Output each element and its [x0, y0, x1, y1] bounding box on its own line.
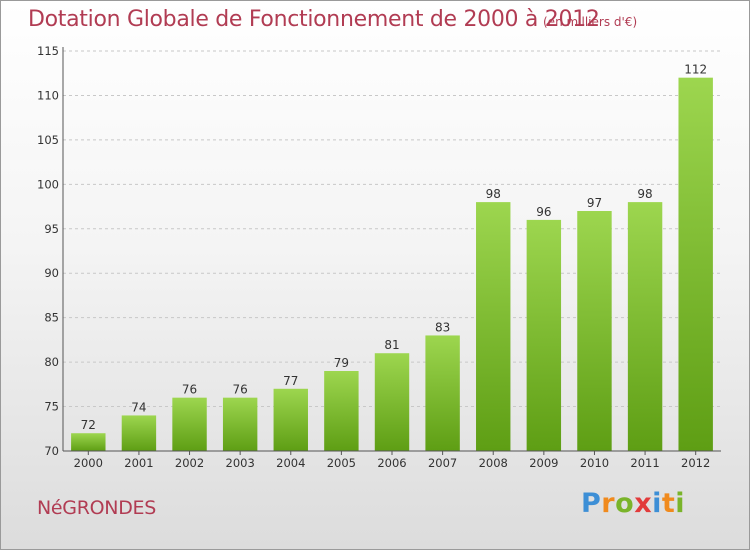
x-tick-label: 2002: [175, 456, 204, 470]
bar: [374, 353, 410, 451]
x-tick-label: 2008: [479, 456, 508, 470]
logo-letter: r: [601, 488, 616, 519]
y-tick-label: 100: [37, 177, 59, 191]
x-tick-label: 2011: [630, 456, 659, 470]
data-label: 76: [233, 383, 248, 397]
chart-subtitle: (en milliers d'€): [543, 15, 638, 29]
bar: [627, 202, 663, 451]
bar: [526, 219, 562, 451]
y-tick-label: 80: [44, 355, 59, 369]
y-tick-label: 95: [44, 222, 59, 236]
bar: [425, 335, 460, 451]
data-label: 72: [81, 418, 96, 432]
logo-letter: P: [581, 488, 602, 519]
bar: [273, 388, 308, 451]
x-tick-label: 2009: [529, 456, 558, 470]
bar: [121, 415, 157, 451]
y-tick-label: 70: [44, 444, 59, 458]
y-tick-label: 105: [37, 133, 59, 147]
y-tick-label: 110: [37, 88, 59, 102]
x-tick-label: 2012: [681, 456, 710, 470]
bar: [324, 371, 359, 451]
data-label: 76: [182, 383, 197, 397]
data-label: 81: [384, 338, 399, 352]
data-label: 74: [131, 400, 146, 414]
y-tick-label: 90: [44, 266, 59, 280]
data-label: 98: [486, 187, 501, 201]
logo-letter: i: [652, 488, 662, 519]
x-tick-label: 2007: [428, 456, 457, 470]
x-tick-label: 2005: [327, 456, 356, 470]
y-tick-label: 75: [44, 400, 59, 414]
bar: [678, 77, 713, 452]
bar: [222, 397, 258, 451]
logo-letter: o: [615, 488, 635, 519]
logo-letter: i: [675, 488, 686, 519]
x-tick-label: 2003: [226, 456, 255, 470]
bar: [71, 433, 106, 451]
y-tick-label: 85: [44, 311, 59, 325]
data-label: 98: [637, 187, 652, 201]
x-tick-label: 2010: [580, 456, 609, 470]
data-label: 79: [334, 356, 349, 370]
x-tick-label: 2004: [276, 456, 305, 470]
x-tick-label: 2001: [124, 456, 153, 470]
y-tick-label: 115: [37, 44, 59, 58]
data-label: 97: [587, 196, 602, 210]
chart-title: Dotation Globale de Fonctionnement de 20…: [28, 7, 600, 32]
data-label: 77: [283, 374, 298, 388]
commune-name: NéGRONDES: [37, 497, 156, 519]
x-tick-label: 2006: [377, 456, 406, 470]
data-label: 83: [435, 320, 450, 334]
x-tick-label: 2000: [74, 456, 103, 470]
data-label: 96: [536, 205, 551, 219]
proxiti-logo: Proxiti: [581, 488, 685, 519]
data-label: 112: [684, 63, 707, 77]
logo-letter: t: [661, 488, 676, 519]
bar: [172, 397, 207, 451]
bar: [577, 211, 612, 451]
bar: [476, 202, 511, 451]
logo-letter: x: [634, 488, 653, 519]
